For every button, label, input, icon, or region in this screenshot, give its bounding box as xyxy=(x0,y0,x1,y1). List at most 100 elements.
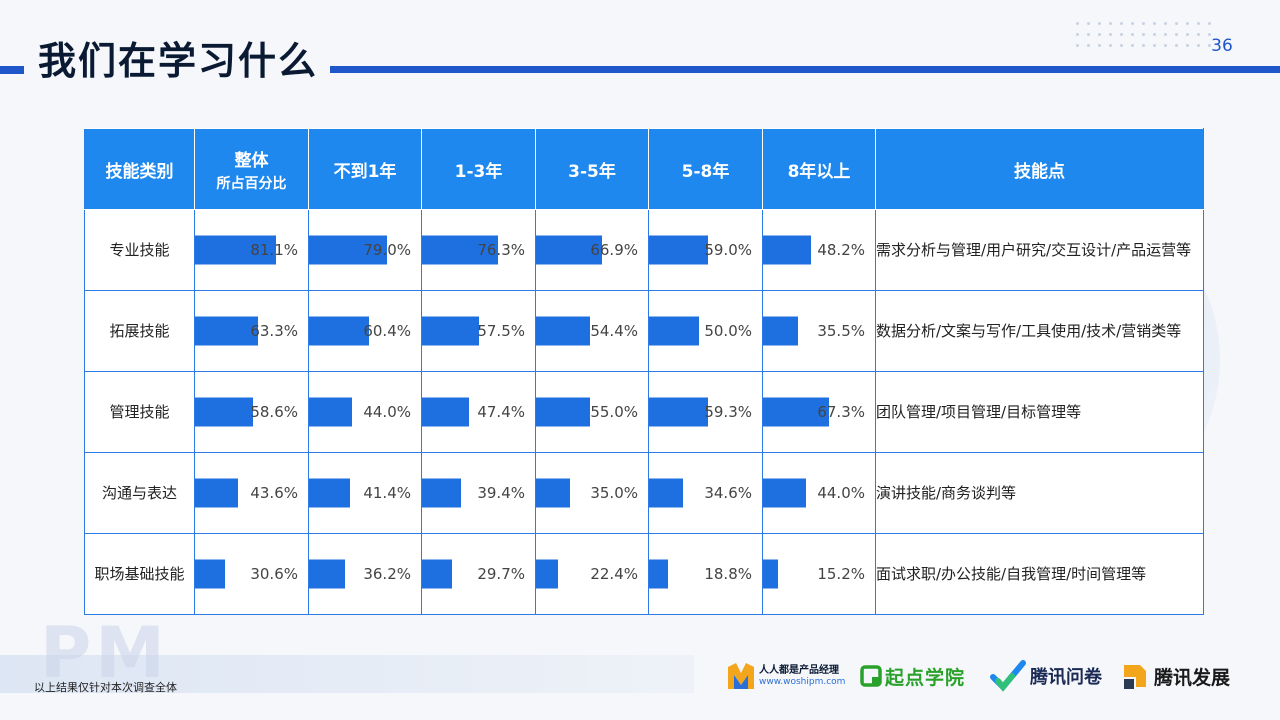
percent-bar xyxy=(422,316,480,346)
percent-label: 22.4% xyxy=(590,565,638,583)
qidian-logo: 起点学院 xyxy=(860,654,965,698)
percent-bar xyxy=(309,397,353,427)
percent-label: 58.6% xyxy=(250,403,298,421)
table-row: 管理技能 58.6% 44.0% 47.4% 55.0% 59.3% 67.3% 团队管理/项… xyxy=(84,371,1204,453)
percent-bar xyxy=(309,235,387,265)
percent-bar xyxy=(763,316,798,346)
wenjuan-logo: 腾讯问卷 xyxy=(990,654,1102,698)
percent-bar xyxy=(763,559,778,589)
header-category: 技能类别 xyxy=(84,128,195,210)
percent-cell-3-5y: 35.0% xyxy=(535,452,649,534)
percent-label: 48.2% xyxy=(817,241,865,259)
percent-cell-5-8y: 18.8% xyxy=(648,533,763,615)
qidian-mark-icon xyxy=(860,665,882,687)
percent-cell-under-1y: 41.4% xyxy=(308,452,422,534)
percent-label: 15.2% xyxy=(817,565,865,583)
percent-cell-1-3y: 76.3% xyxy=(421,209,536,291)
percent-label: 76.3% xyxy=(477,241,525,259)
percent-cell-over-8y: 35.5% xyxy=(762,290,876,372)
percent-cell-overall: 63.3% xyxy=(194,290,309,372)
percent-bar xyxy=(536,397,591,427)
skills-table: 技能类别 整体 所占百分比 不到1年 1-3年 3-5年 5-8年 8年以上 技能… xyxy=(84,128,1204,615)
percent-label: 54.4% xyxy=(590,322,638,340)
percent-cell-overall: 43.6% xyxy=(194,452,309,534)
percent-cell-5-8y: 59.0% xyxy=(648,209,763,291)
header-skill-points: 技能点 xyxy=(875,128,1204,210)
pm-watermark: PM xyxy=(40,612,169,694)
percent-label: 18.8% xyxy=(704,565,752,583)
skill-points: 数据分析/文案与写作/工具使用/技术/营销类等 xyxy=(875,290,1204,372)
percent-label: 44.0% xyxy=(363,403,411,421)
percent-label: 60.4% xyxy=(363,322,411,340)
percent-bar xyxy=(536,316,590,346)
percent-bar xyxy=(649,478,684,508)
footnote: 以上结果仅针对本次调查全体 xyxy=(34,681,177,694)
fazhan-logo: 腾讯发展 xyxy=(1120,654,1230,698)
percent-bar xyxy=(195,478,239,508)
skill-category: 管理技能 xyxy=(84,371,195,453)
percent-bar xyxy=(195,235,276,265)
percent-bar xyxy=(309,316,369,346)
percent-label: 47.4% xyxy=(477,403,525,421)
header-overall: 整体 所占百分比 xyxy=(194,128,309,210)
percent-label: 57.5% xyxy=(477,322,525,340)
percent-label: 43.6% xyxy=(250,484,298,502)
percent-label: 35.5% xyxy=(817,322,865,340)
percent-label: 63.3% xyxy=(250,322,298,340)
percent-bar xyxy=(536,559,559,589)
percent-cell-1-3y: 47.4% xyxy=(421,371,536,453)
page-number: 36 xyxy=(1211,36,1233,56)
percent-cell-1-3y: 29.7% xyxy=(421,533,536,615)
title-accent-bar xyxy=(0,66,24,74)
percent-label: 66.9% xyxy=(590,241,638,259)
percent-cell-3-5y: 66.9% xyxy=(535,209,649,291)
percent-cell-overall: 30.6% xyxy=(194,533,309,615)
percent-cell-1-3y: 39.4% xyxy=(421,452,536,534)
woshipm-mark-icon xyxy=(728,663,754,689)
percent-label: 44.0% xyxy=(817,484,865,502)
fazhan-mark-icon xyxy=(1124,665,1146,689)
checkmark-icon xyxy=(990,660,1026,692)
header-3-5y: 3-5年 xyxy=(535,128,649,210)
percent-label: 34.6% xyxy=(704,484,752,502)
percent-cell-over-8y: 48.2% xyxy=(762,209,876,291)
percent-cell-1-3y: 57.5% xyxy=(421,290,536,372)
percent-bar xyxy=(649,316,699,346)
percent-cell-overall: 81.1% xyxy=(194,209,309,291)
percent-bar xyxy=(309,559,345,589)
percent-label: 55.0% xyxy=(590,403,638,421)
percent-bar xyxy=(649,235,708,265)
percent-label: 59.0% xyxy=(704,241,752,259)
header-under-1y: 不到1年 xyxy=(308,128,422,210)
percent-cell-overall: 58.6% xyxy=(194,371,309,453)
woshipm-url: www.woshipm.com xyxy=(759,676,846,687)
skill-category: 拓展技能 xyxy=(84,290,195,372)
wenjuan-name: 腾讯问卷 xyxy=(1030,667,1102,688)
skill-points: 面试求职/办公技能/自我管理/时间管理等 xyxy=(875,533,1204,615)
percent-bar xyxy=(536,478,571,508)
title-underline xyxy=(330,66,1280,73)
percent-cell-3-5y: 54.4% xyxy=(535,290,649,372)
percent-bar xyxy=(763,478,807,508)
percent-cell-under-1y: 60.4% xyxy=(308,290,422,372)
percent-cell-5-8y: 34.6% xyxy=(648,452,763,534)
skill-category: 专业技能 xyxy=(84,209,195,291)
percent-label: 67.3% xyxy=(817,403,865,421)
percent-cell-3-5y: 55.0% xyxy=(535,371,649,453)
percent-label: 30.6% xyxy=(250,565,298,583)
percent-cell-5-8y: 59.3% xyxy=(648,371,763,453)
percent-cell-over-8y: 67.3% xyxy=(762,371,876,453)
percent-cell-3-5y: 22.4% xyxy=(535,533,649,615)
percent-bar xyxy=(763,397,830,427)
percent-label: 81.1% xyxy=(250,241,298,259)
table-row: 沟通与表达 43.6% 41.4% 39.4% 35.0% 34.6% 44.0% 演讲技能/… xyxy=(84,452,1204,534)
page-title: 我们在学习什么 xyxy=(38,39,319,83)
percent-cell-5-8y: 50.0% xyxy=(648,290,763,372)
percent-label: 29.7% xyxy=(477,565,525,583)
dot-pattern xyxy=(1072,18,1212,54)
table-row: 专业技能 81.1% 79.0% 76.3% 66.9% 59.0% 48.2% 需求分析与管… xyxy=(84,209,1204,291)
percent-label: 41.4% xyxy=(363,484,411,502)
percent-cell-over-8y: 44.0% xyxy=(762,452,876,534)
table-row: 拓展技能 63.3% 60.4% 57.5% 54.4% 50.0% 35.5% 数据分析/文… xyxy=(84,290,1204,372)
table-header-row: 技能类别 整体 所占百分比 不到1年 1-3年 3-5年 5-8年 8年以上 技能… xyxy=(84,128,1204,210)
